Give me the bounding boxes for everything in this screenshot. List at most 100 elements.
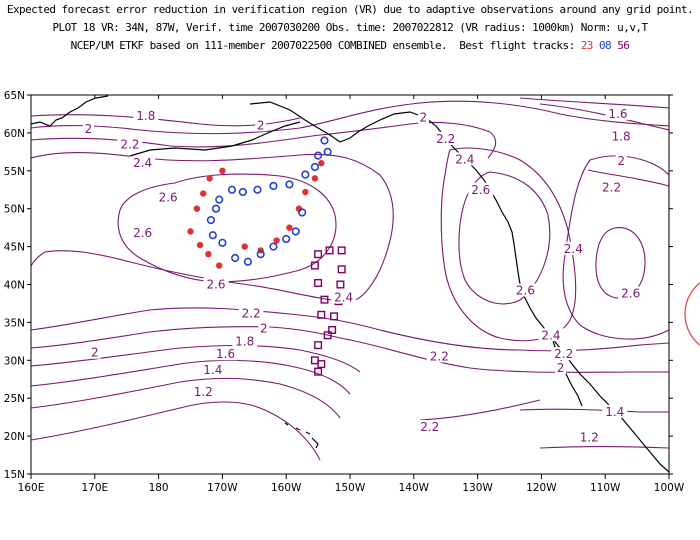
track-08-point	[282, 234, 291, 244]
contour-label: 2.6	[206, 278, 225, 292]
longitude-ticks: 160E 170E 180 170W 160W 150W 140W 130W 120W 110W 1…	[18, 95, 685, 494]
contour-label-bg	[203, 277, 229, 291]
track-08-point	[298, 208, 307, 217]
track-08-point	[291, 227, 300, 236]
contour-label-bg	[117, 137, 143, 151]
contour-2-4-east-ring	[562, 155, 669, 340]
contour-label-bg	[331, 290, 357, 304]
contour-label: 2.6	[621, 287, 640, 301]
contour-2-2-east	[587, 169, 669, 187]
contour-1-6-east	[519, 97, 669, 109]
contour-1-2-east	[539, 445, 669, 449]
contour-label-bg	[238, 306, 264, 320]
track-08-point	[218, 238, 227, 247]
lon-label: 160E	[18, 482, 45, 494]
track-56-point	[314, 250, 323, 259]
lat-label: 25N	[4, 393, 25, 405]
contour-label: 2	[257, 118, 265, 132]
header-line-2: PLOT 18 VR: 34N, 87W, Verif. time 200703…	[52, 21, 648, 34]
track-56-point	[336, 280, 345, 289]
track-08-point	[314, 151, 323, 160]
contour-label: 2.4	[334, 290, 353, 304]
track-56-point	[314, 341, 323, 350]
track-23-point	[200, 190, 207, 197]
track-23-point	[286, 224, 293, 231]
lat-label: 15N	[4, 469, 25, 481]
contour-label-bg	[512, 283, 538, 297]
contour-label-bg	[426, 349, 452, 363]
contour-label: 1.8	[235, 334, 254, 348]
contour-2-4-east	[440, 147, 577, 342]
lon-label: 100W	[654, 482, 685, 494]
contour-label-bg	[452, 152, 478, 166]
track-08-point	[323, 147, 332, 156]
track-23-point	[205, 250, 212, 258]
contour-label: 2.2	[120, 137, 139, 151]
track-56-point	[337, 265, 346, 274]
track-08-point	[253, 185, 262, 194]
latitude-ticks: 15N 20N 25N 30N 35N 40N 45N 50N 55N 60N 65N	[4, 90, 673, 481]
track-08-point	[227, 185, 237, 194]
lon-label: 120W	[526, 482, 557, 494]
contour-label: 2.2	[242, 306, 261, 320]
coastlines	[31, 95, 669, 473]
lon-label: 110W	[590, 482, 621, 494]
contour-label-bg	[82, 122, 94, 136]
contour-label-bg	[602, 404, 628, 418]
contour-label-bg	[560, 241, 586, 255]
contour-label: 2.4	[455, 152, 474, 166]
contour-label-bg	[200, 363, 226, 377]
header-line-1: Expected forecast error reduction in ver…	[6, 3, 694, 16]
contour-label-bg	[555, 360, 567, 374]
contour-label: 2	[557, 361, 565, 375]
track-56-point	[317, 310, 326, 319]
contour-label: 2.2	[554, 347, 573, 361]
contour-label: 2.2	[430, 350, 449, 364]
track-56-point	[317, 360, 326, 369]
contour-label: 1.2	[580, 431, 599, 445]
track-08-point	[301, 170, 310, 179]
lon-label: 130W	[462, 482, 493, 494]
contour-label: 2	[91, 346, 99, 360]
track-56-point	[314, 367, 323, 376]
track-08-point	[243, 257, 253, 266]
contour-label-bg	[133, 109, 159, 123]
verification-region-circle	[684, 282, 700, 346]
coast-north-america	[475, 169, 669, 473]
contour-labels: 21.822.22.42.62.62.62.42.221.81.61.41.22…	[82, 106, 644, 445]
track-08-point	[215, 195, 224, 204]
contour-label-bg	[599, 180, 625, 194]
contour-lines	[31, 97, 669, 461]
track-08-point	[211, 204, 221, 213]
header-line-3: NCEP/UM ETKF based on 111-member 2007022…	[0, 39, 700, 52]
contour-label: 2.6	[516, 284, 535, 298]
contour-2-north	[31, 100, 669, 135]
contour-label-bg	[608, 129, 634, 143]
contour-1-8-east	[539, 103, 669, 131]
contour-label: 2.2	[436, 132, 455, 146]
contour-label-bg	[130, 225, 156, 239]
lat-label: 40N	[4, 280, 25, 292]
track-23-point	[196, 241, 204, 249]
contour-label: 1.4	[605, 405, 624, 419]
contour-label: 2	[85, 122, 93, 136]
lat-label: 55N	[4, 166, 25, 178]
track-56-point	[337, 246, 346, 255]
coast-aleutians	[129, 121, 301, 157]
contour-label-bg	[190, 385, 216, 399]
lat-label: 20N	[4, 431, 25, 443]
track-08-label: 08	[598, 39, 612, 52]
contour-label: 2.6	[159, 190, 178, 204]
lon-label: 160W	[271, 482, 302, 494]
contour-label: 2	[260, 321, 268, 335]
contour-label: 1.6	[216, 347, 235, 361]
track-08-point	[285, 180, 294, 189]
contour-label: 1.4	[203, 363, 222, 377]
track-08-point	[208, 231, 217, 240]
track-56-point	[310, 261, 319, 270]
contour-label: 1.8	[136, 109, 155, 123]
contour-2-2-ring	[31, 121, 497, 159]
coast-kamchatka	[31, 95, 109, 127]
contour-label: 2.2	[420, 420, 439, 434]
lon-label: 180	[149, 482, 169, 494]
